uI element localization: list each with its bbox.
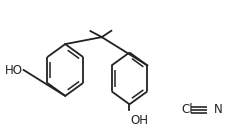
Text: Cl: Cl	[180, 103, 192, 116]
Text: OH: OH	[130, 114, 148, 127]
Text: HO: HO	[5, 64, 23, 76]
Text: N: N	[213, 103, 222, 116]
